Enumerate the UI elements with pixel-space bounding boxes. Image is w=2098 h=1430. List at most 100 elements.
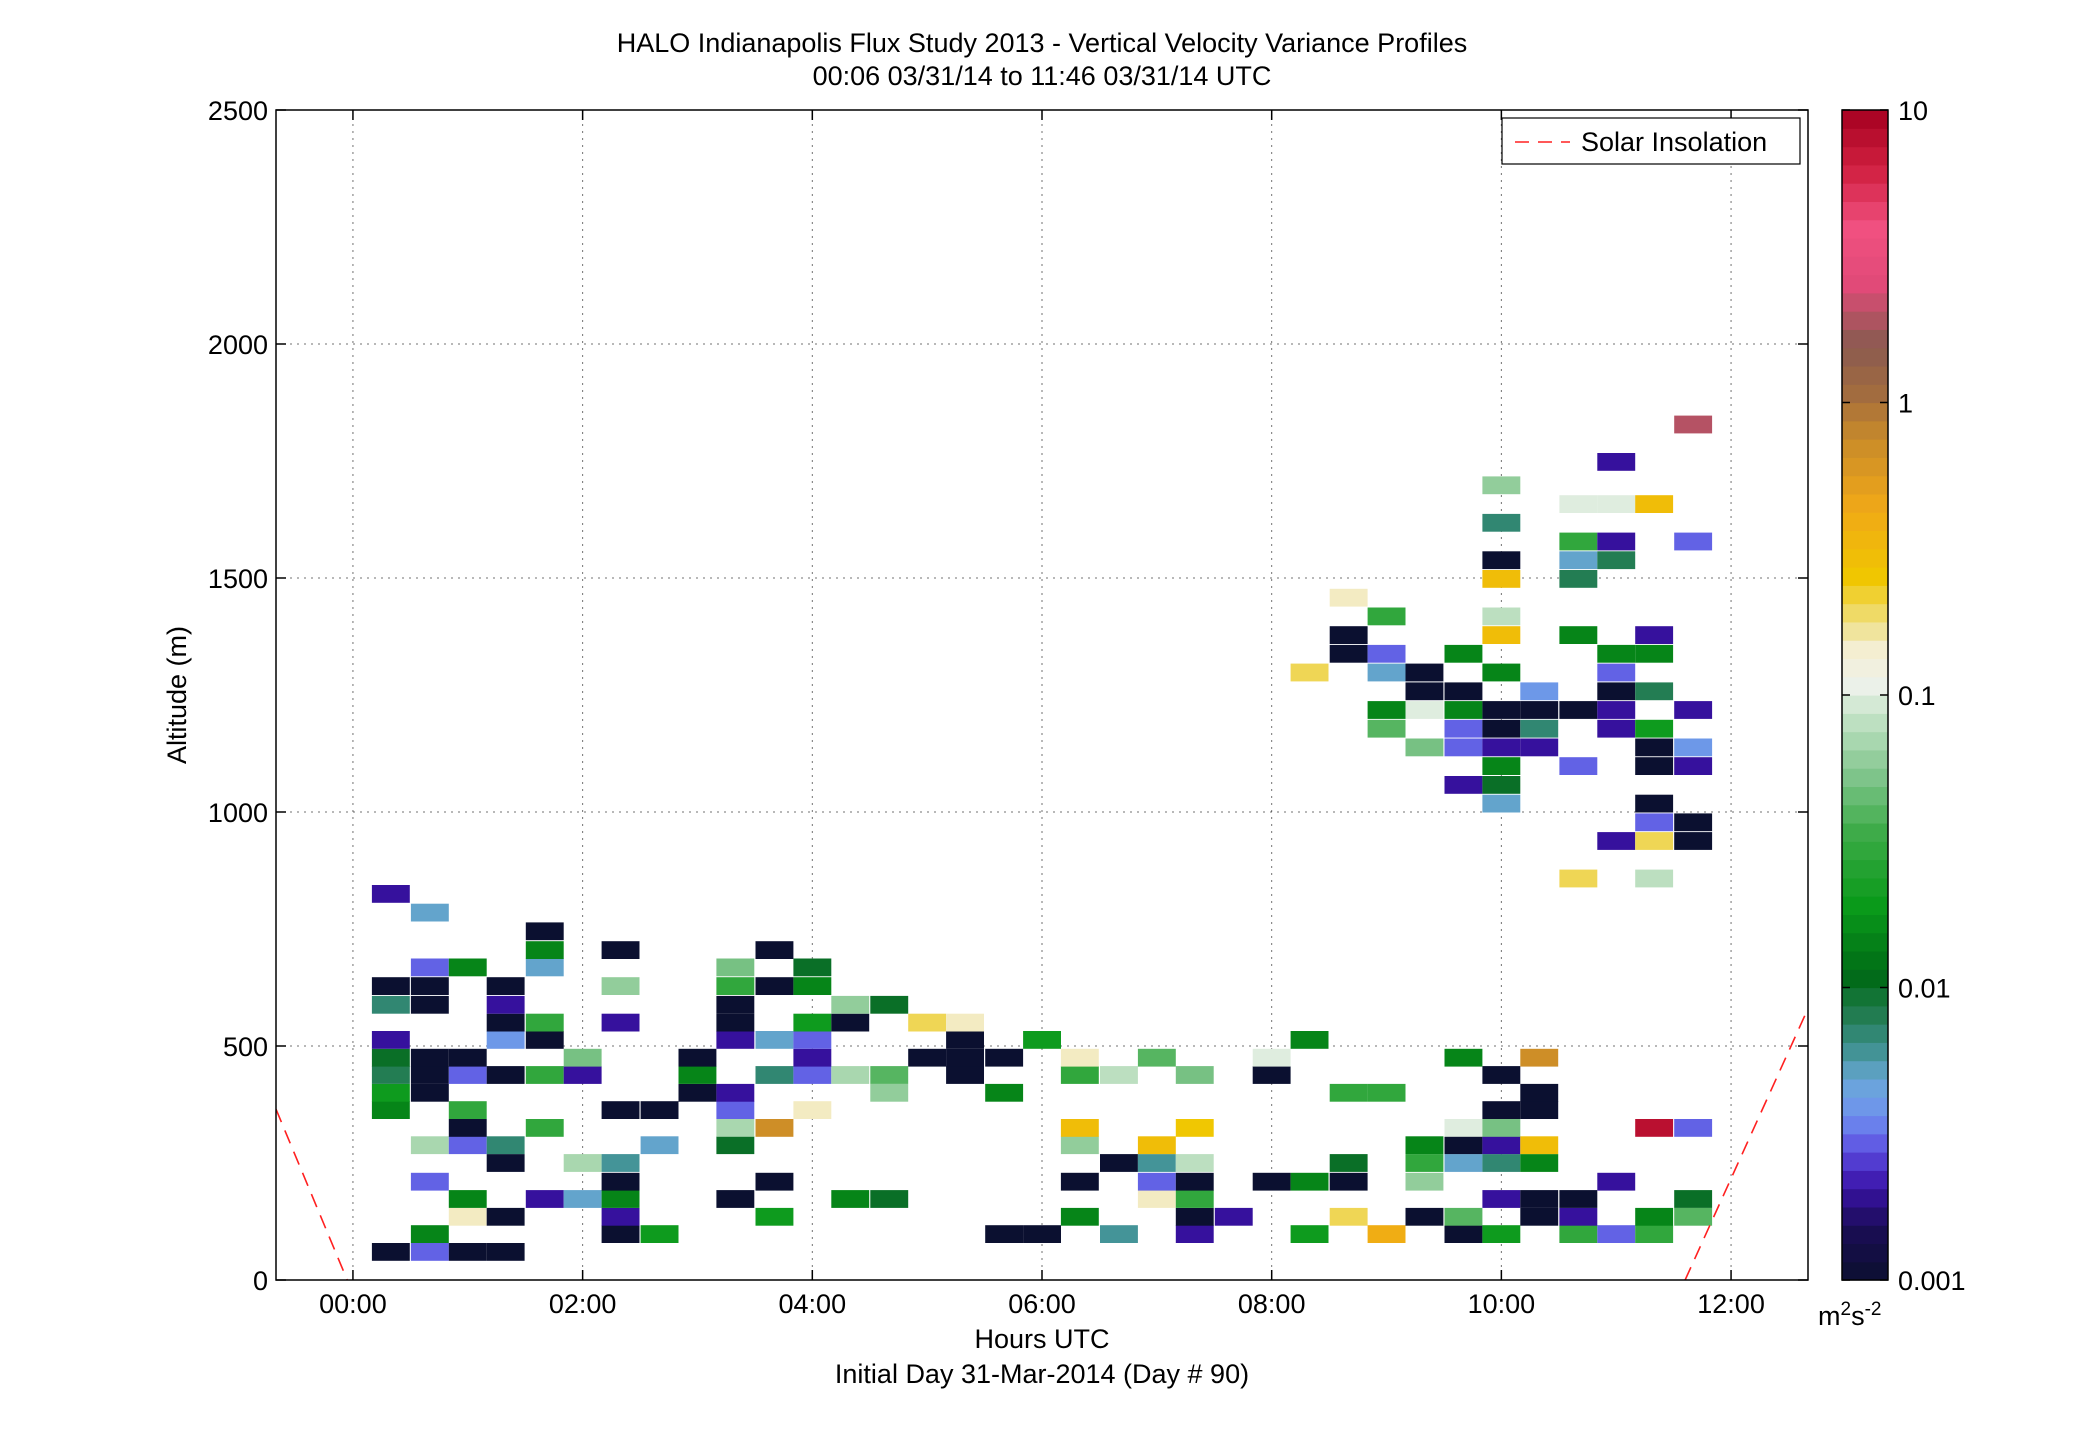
heatmap-cell-166 — [410, 958, 449, 977]
heatmap-cell-229 — [1559, 626, 1598, 644]
x-tick-label-6: 12:00 — [1697, 1289, 1765, 1319]
y-tick-label-5: 2500 — [208, 96, 268, 126]
heatmap-cell-153 — [371, 995, 410, 1014]
heatmap-cell-241 — [1674, 532, 1713, 551]
heatmap-cell-56 — [486, 1154, 525, 1172]
heatmap-cell-35 — [601, 1190, 640, 1208]
heatmap-cell-46 — [601, 1172, 640, 1191]
colorbar-band-38 — [1842, 567, 1888, 586]
heatmap-cell-49 — [1137, 1172, 1176, 1191]
heatmap-cell-222 — [1329, 644, 1368, 663]
heatmap-cell-92 — [716, 1101, 755, 1119]
colorbar-tick-label-4: 10 — [1898, 96, 1928, 126]
heatmap-cell-228 — [1482, 626, 1521, 644]
heatmap-cell-125 — [563, 1048, 602, 1067]
heatmap-cell-79 — [525, 1119, 564, 1137]
heatmap-cell-58 — [601, 1154, 640, 1172]
colorbar-band-45 — [1842, 439, 1888, 458]
colorbar-unit-sup1: 2 — [1841, 1299, 1852, 1320]
heatmap-cell-190 — [1635, 757, 1674, 775]
colorbar-band-20 — [1842, 896, 1888, 915]
colorbar-band-58 — [1842, 201, 1888, 221]
colorbar-band-43 — [1842, 475, 1888, 495]
heatmap-cell-87 — [1674, 1119, 1713, 1137]
heatmap-cell-12 — [1367, 1225, 1406, 1243]
heatmap-cell-245 — [1635, 495, 1674, 513]
colorbar-band-46 — [1842, 420, 1888, 440]
heatmap-cell-161 — [486, 977, 525, 995]
heatmap-cell-101 — [985, 1083, 1024, 1102]
heatmap-cell-78 — [448, 1119, 487, 1137]
heatmap-cell-88 — [371, 1101, 410, 1119]
colorbar-unit-sup2: -2 — [1865, 1299, 1882, 1320]
heatmap-cell-197 — [1674, 738, 1713, 757]
heatmap-cell-115 — [870, 1066, 909, 1084]
heatmap-cell-98 — [678, 1083, 717, 1102]
heatmap-cell-187 — [1482, 776, 1521, 794]
heatmap-cell-151 — [908, 1013, 947, 1032]
solar-line-morning — [1684, 1008, 1808, 1280]
colorbar-band-62 — [1842, 128, 1888, 148]
heatmap-cell-10 — [1175, 1225, 1214, 1243]
heatmap-cell-28 — [1520, 1207, 1559, 1226]
colorbar-band-3 — [1842, 1206, 1888, 1226]
heatmap-cell-100 — [870, 1083, 909, 1102]
heatmap-cell-116 — [946, 1066, 984, 1084]
heatmap-cell-181 — [1674, 832, 1713, 850]
heatmap-cell-185 — [1635, 794, 1674, 813]
heatmap-cell-233 — [1329, 588, 1368, 607]
heatmap-cell-134 — [1444, 1048, 1483, 1067]
heatmap-cell-83 — [1175, 1119, 1214, 1137]
heatmap-cell-236 — [1482, 551, 1521, 570]
heatmap-cell-15 — [1559, 1225, 1598, 1243]
heatmap-cell-76 — [1482, 1136, 1521, 1155]
heatmap-cell-53 — [1329, 1172, 1368, 1191]
heatmap-cell-248 — [1674, 415, 1713, 434]
heatmap-cell-91 — [640, 1101, 679, 1119]
colorbar-band-9 — [1842, 1097, 1888, 1117]
colorbar-band-41 — [1842, 512, 1888, 532]
colorbar-band-47 — [1842, 402, 1888, 422]
heatmap-cell-157 — [831, 995, 870, 1014]
y-tick-label-4: 2000 — [208, 330, 268, 360]
colorbar-band-34 — [1842, 640, 1888, 660]
colorbar-tick-label-3: 1 — [1898, 389, 1913, 419]
heatmap-cell-107 — [448, 1066, 487, 1084]
heatmap-cell-13 — [1444, 1225, 1483, 1243]
colorbar-tick-label-0: 0.001 — [1898, 1266, 1966, 1296]
heatmap-cell-215 — [1597, 682, 1636, 701]
heatmap-cell-207 — [1482, 701, 1521, 719]
colorbar-band-63 — [1842, 110, 1888, 129]
colorbar-band-12 — [1842, 1042, 1888, 1062]
heatmap-cell-127 — [793, 1048, 832, 1067]
heatmap-cell-132 — [1137, 1048, 1176, 1067]
colorbar-band-60 — [1842, 164, 1888, 184]
heatmap-cell-84 — [1444, 1119, 1483, 1137]
x-axis-label: Hours UTC — [974, 1324, 1109, 1354]
heatmap-cell-178 — [1635, 869, 1674, 888]
colorbar-band-40 — [1842, 530, 1888, 550]
heatmap-cell-119 — [1175, 1066, 1214, 1084]
heatmap-cell-19 — [486, 1207, 525, 1226]
heatmap-cell-7 — [985, 1225, 1024, 1243]
colorbar-band-5 — [1842, 1170, 1888, 1190]
colorbar-band-51 — [1842, 329, 1888, 349]
heatmap-cell-141 — [793, 1031, 832, 1049]
heatmap-cell-41 — [1482, 1190, 1521, 1208]
x-tick-label-4: 08:00 — [1238, 1289, 1306, 1319]
heatmap-cell-221 — [1597, 663, 1636, 682]
heatmap-cell-208 — [1520, 701, 1559, 719]
heatmap-cell-52 — [1290, 1172, 1329, 1191]
heatmap-cell-147 — [601, 1013, 640, 1032]
heatmap-cell-137 — [486, 1031, 525, 1049]
heatmap-cell-73 — [1137, 1136, 1176, 1155]
heatmap-cell-122 — [371, 1048, 410, 1067]
heatmap-cell-191 — [1674, 757, 1713, 775]
y-tick-label-3: 1500 — [208, 564, 268, 594]
heatmap-cell-103 — [1367, 1083, 1406, 1102]
solar-line-evening — [276, 1108, 348, 1280]
heatmap-cell-2 — [448, 1243, 487, 1261]
heatmap-cell-240 — [1597, 532, 1636, 551]
colorbar-tick-label-1: 0.01 — [1898, 974, 1951, 1004]
heatmap-cell-32 — [448, 1190, 487, 1208]
